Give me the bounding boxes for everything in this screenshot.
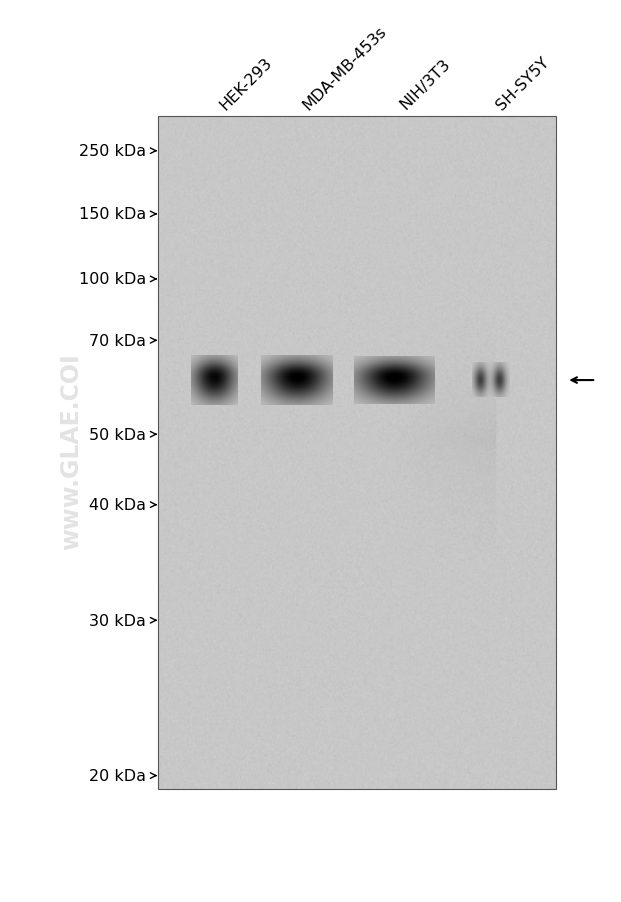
Text: 50 kDa: 50 kDa xyxy=(89,428,146,442)
Text: MDA-MB-453s: MDA-MB-453s xyxy=(300,23,389,113)
Text: NIH/3T3: NIH/3T3 xyxy=(397,57,453,113)
Text: 150 kDa: 150 kDa xyxy=(79,207,146,222)
Bar xyxy=(158,117,556,789)
Text: 40 kDa: 40 kDa xyxy=(89,498,146,512)
Text: www.GLAE.COI: www.GLAE.COI xyxy=(60,353,83,549)
Text: 70 kDa: 70 kDa xyxy=(89,334,146,348)
Text: 20 kDa: 20 kDa xyxy=(89,769,146,783)
Text: 100 kDa: 100 kDa xyxy=(79,272,146,287)
Text: HEK-293: HEK-293 xyxy=(217,55,276,113)
Text: 250 kDa: 250 kDa xyxy=(79,144,146,159)
Text: SH-SY5Y: SH-SY5Y xyxy=(494,54,552,113)
Text: 30 kDa: 30 kDa xyxy=(89,613,146,628)
